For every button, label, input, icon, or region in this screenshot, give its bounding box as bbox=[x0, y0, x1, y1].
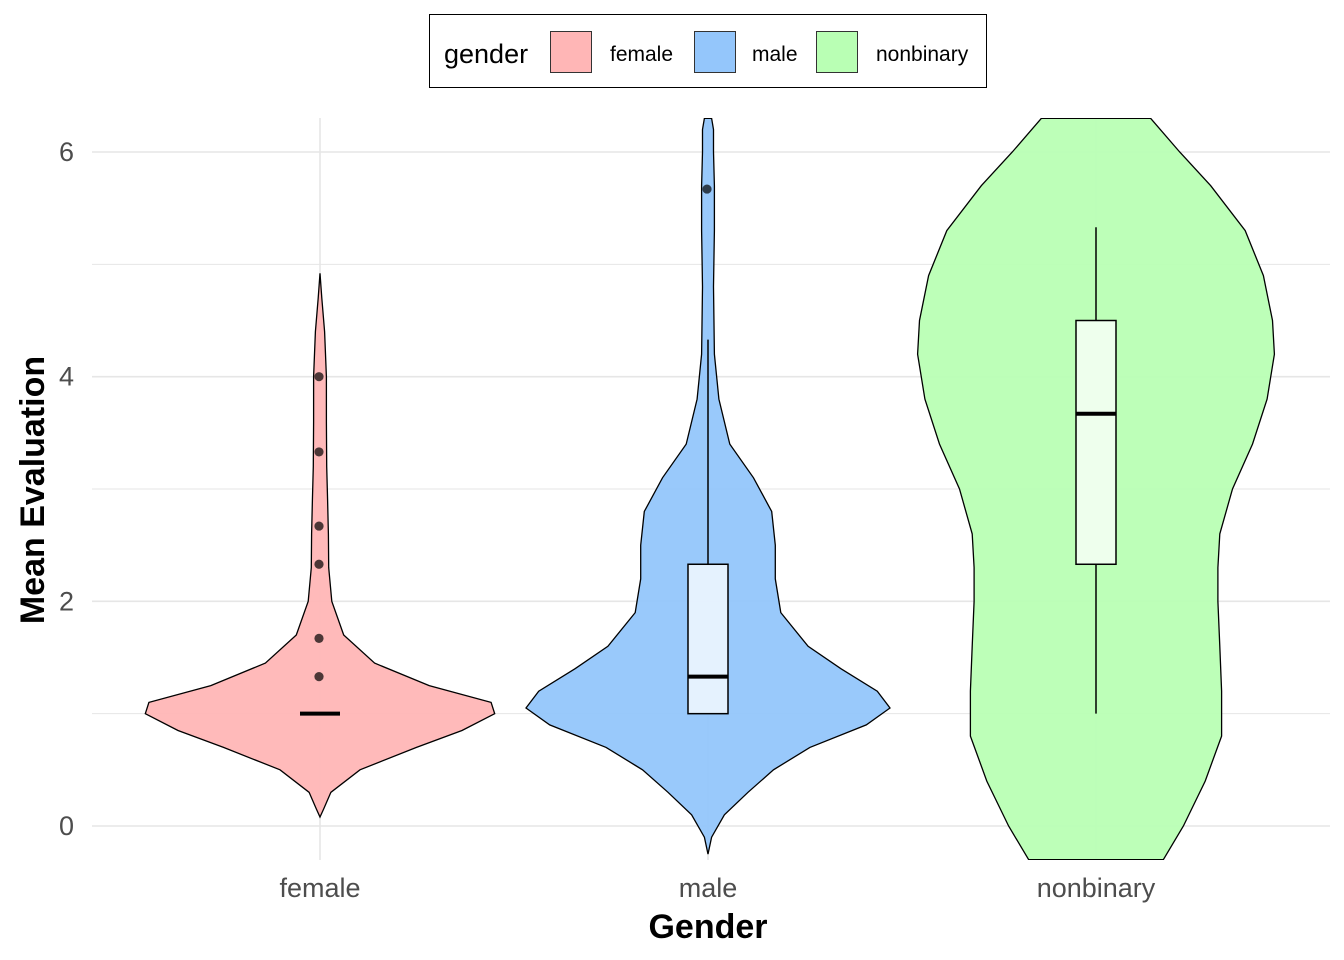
box-nonbinary bbox=[1075, 319, 1117, 566]
y-tick-label: 2 bbox=[59, 586, 74, 616]
legend-key-nonbinary bbox=[816, 31, 858, 73]
x-tick-label: nonbinary bbox=[1037, 873, 1156, 903]
legend-label-nonbinary: nonbinary bbox=[876, 43, 969, 66]
y-tick-label: 0 bbox=[59, 811, 74, 841]
outlier-point-female bbox=[314, 559, 324, 569]
x-tick-label: female bbox=[279, 873, 360, 903]
outlier-point-female bbox=[314, 633, 324, 644]
outlier-point-female bbox=[314, 447, 324, 457]
box-male bbox=[687, 563, 729, 715]
violin-female bbox=[144, 273, 496, 819]
legend: gender female male nonbinary bbox=[429, 14, 987, 88]
legend-label-male: male bbox=[752, 43, 798, 66]
y-tick-label: 6 bbox=[59, 137, 74, 167]
legend-key-female bbox=[550, 31, 592, 73]
x-tick-label: male bbox=[679, 873, 738, 903]
legend-key-male bbox=[694, 31, 736, 73]
outlier-point-female bbox=[314, 521, 324, 531]
y-tick-label: 4 bbox=[59, 362, 74, 392]
legend-title: gender bbox=[444, 39, 529, 69]
outlier-point-male bbox=[702, 184, 712, 194]
x-axis-label: Gender bbox=[648, 908, 767, 946]
legend-label-female: female bbox=[610, 43, 674, 66]
outlier-point-female bbox=[314, 671, 324, 682]
outlier-point-female bbox=[314, 372, 324, 382]
y-axis-label: Mean Evaluation bbox=[14, 356, 52, 624]
